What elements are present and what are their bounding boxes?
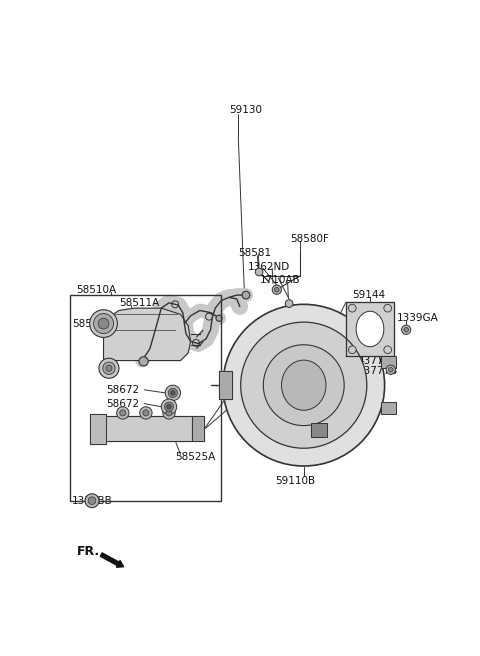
Text: 1710AB: 1710AB: [260, 276, 300, 285]
Circle shape: [117, 407, 129, 419]
Circle shape: [167, 405, 171, 409]
Circle shape: [161, 399, 177, 415]
Polygon shape: [104, 416, 192, 441]
Circle shape: [275, 287, 279, 292]
Circle shape: [90, 310, 118, 337]
Circle shape: [140, 407, 152, 419]
Text: 58672: 58672: [106, 385, 139, 395]
Text: 1338BB: 1338BB: [72, 496, 113, 506]
Ellipse shape: [281, 360, 326, 410]
Circle shape: [165, 385, 180, 401]
Text: 43779A: 43779A: [358, 356, 398, 365]
Text: 58672: 58672: [106, 399, 139, 409]
Circle shape: [272, 285, 281, 295]
Circle shape: [240, 322, 367, 448]
Text: 58531A: 58531A: [72, 319, 112, 329]
Circle shape: [139, 357, 148, 366]
Circle shape: [85, 494, 99, 508]
Circle shape: [120, 410, 126, 416]
Bar: [71, 295, 221, 501]
Circle shape: [164, 402, 174, 411]
Bar: [381, 356, 396, 368]
Polygon shape: [90, 414, 106, 443]
Circle shape: [285, 300, 293, 308]
Text: 59130: 59130: [229, 106, 262, 115]
Circle shape: [348, 304, 356, 312]
Circle shape: [216, 315, 222, 321]
Text: 1362ND: 1362ND: [248, 262, 290, 272]
Circle shape: [99, 358, 119, 379]
Text: 1339GA: 1339GA: [397, 313, 439, 323]
Text: FR.: FR.: [77, 545, 100, 558]
Circle shape: [103, 362, 115, 375]
Circle shape: [168, 388, 178, 398]
Circle shape: [402, 325, 411, 335]
Circle shape: [170, 390, 175, 395]
Circle shape: [88, 497, 96, 504]
Text: 58511A: 58511A: [119, 298, 159, 308]
Circle shape: [384, 346, 392, 354]
Circle shape: [404, 327, 408, 332]
Text: 58580F: 58580F: [291, 234, 330, 244]
Polygon shape: [346, 302, 394, 356]
Text: 43777B: 43777B: [358, 366, 398, 377]
Circle shape: [384, 304, 392, 312]
Circle shape: [106, 365, 112, 371]
Text: 59110B: 59110B: [275, 476, 315, 485]
Polygon shape: [192, 416, 204, 441]
Circle shape: [264, 345, 344, 426]
Circle shape: [98, 318, 109, 329]
Circle shape: [386, 365, 396, 375]
Circle shape: [223, 304, 384, 466]
Ellipse shape: [356, 311, 384, 346]
Circle shape: [242, 291, 250, 299]
Text: 58525A: 58525A: [175, 452, 216, 462]
Bar: [312, 422, 327, 437]
Polygon shape: [219, 371, 232, 399]
Polygon shape: [104, 308, 191, 361]
Circle shape: [143, 410, 149, 416]
Circle shape: [388, 367, 393, 372]
Text: 58510A: 58510A: [77, 285, 117, 295]
FancyArrow shape: [100, 553, 123, 567]
Circle shape: [348, 346, 356, 354]
Circle shape: [94, 314, 114, 334]
Circle shape: [255, 268, 263, 276]
Text: 58581: 58581: [238, 248, 271, 258]
Circle shape: [163, 407, 175, 419]
Circle shape: [166, 410, 172, 416]
Text: 59144: 59144: [352, 290, 385, 300]
Bar: [381, 402, 396, 415]
